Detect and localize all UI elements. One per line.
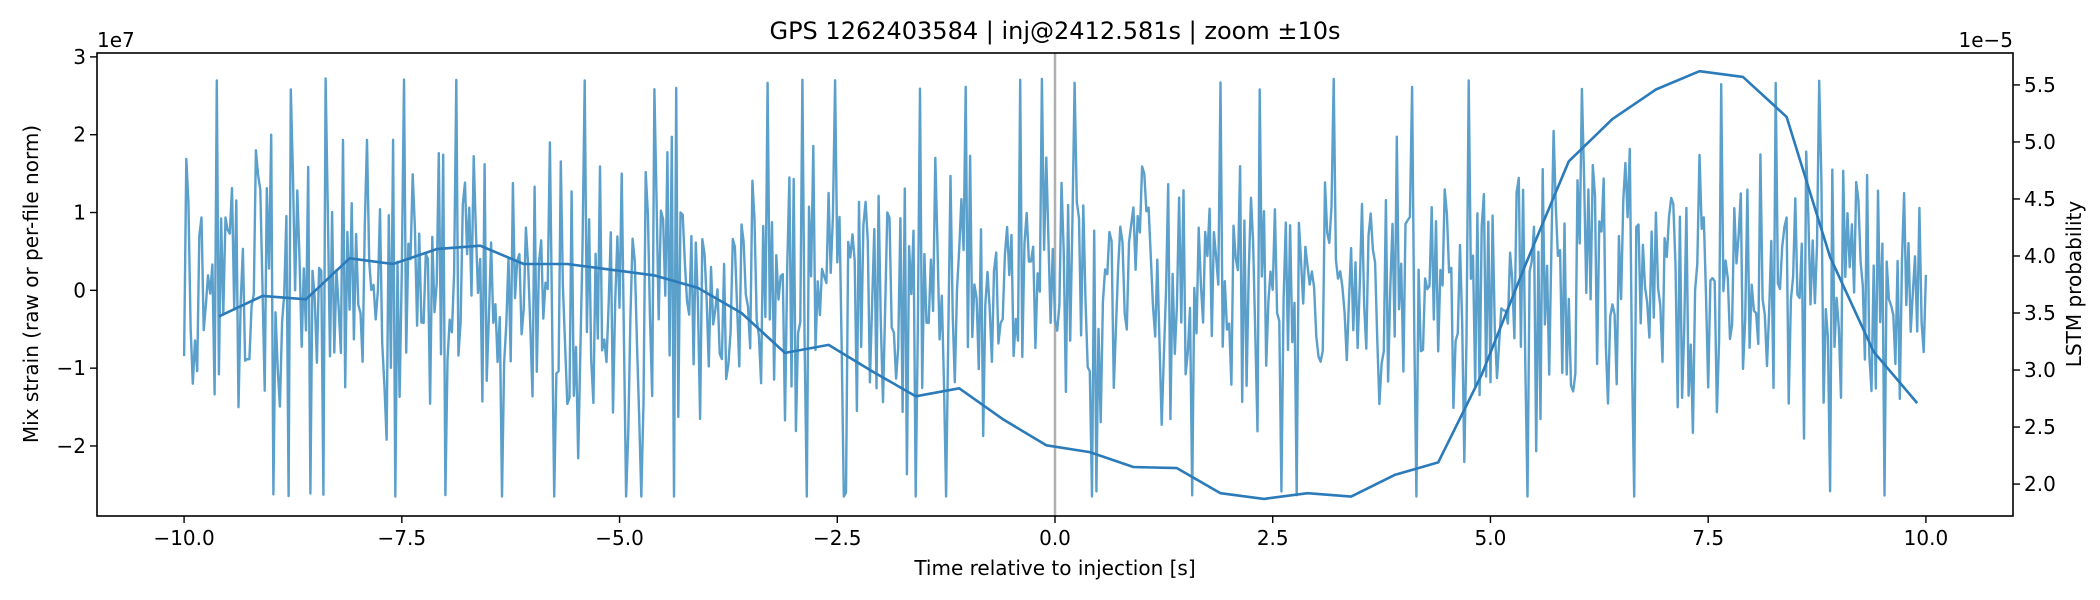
y-right-tick-label: 2.5 <box>2024 415 2056 439</box>
y-right-tick-label: 3.5 <box>2024 301 2056 325</box>
x-tick-label: −2.5 <box>813 526 862 550</box>
y-right-tick-label: 4.5 <box>2024 187 2056 211</box>
y-axis-left-title: Mix strain (raw or per-file norm) <box>19 125 43 443</box>
y-axis-right: 2.0 2.5 3.0 3.5 4.0 4.5 5.0 5.5 <box>2013 73 2056 496</box>
x-tick-label: −10.0 <box>153 526 214 550</box>
x-axis: −10.0 −7.5 −5.0 −2.5 0.0 2.5 5.0 7.5 10.0 <box>153 516 1948 550</box>
x-tick-label: 0.0 <box>1039 526 1071 550</box>
chart-title: GPS 1262403584 | inj@2412.581s | zoom ±1… <box>769 17 1340 45</box>
y-left-tick-label: 1 <box>73 201 86 225</box>
x-tick-label: −5.0 <box>595 526 644 550</box>
strain-series-line <box>182 77 1928 498</box>
y-right-tick-label: 4.0 <box>2024 244 2056 268</box>
y-right-tick-label: 5.5 <box>2024 73 2056 97</box>
x-tick-label: 2.5 <box>1257 526 1289 550</box>
x-tick-label: 7.5 <box>1692 526 1724 550</box>
x-tick-label: 10.0 <box>1904 526 1949 550</box>
y-right-tick-label: 2.0 <box>2024 472 2056 496</box>
y-left-tick-label: 2 <box>73 123 86 147</box>
y-right-tick-label: 5.0 <box>2024 130 2056 154</box>
x-tick-label: −7.5 <box>378 526 427 550</box>
x-tick-label: 5.0 <box>1475 526 1507 550</box>
y-left-tick-label: 0 <box>73 278 86 302</box>
y-axis-left: −2 −1 0 1 2 3 <box>57 45 97 458</box>
y-right-tick-label: 3.0 <box>2024 358 2056 382</box>
y-axis-right-title: LSTM probability <box>2062 201 2086 368</box>
lstm-probability-line <box>218 69 1919 501</box>
x-axis-title: Time relative to injection [s] <box>913 556 1195 580</box>
right-axis-offset-label: 1e−5 <box>1958 28 2013 52</box>
left-axis-offset-label: 1e7 <box>97 28 135 52</box>
plot-area <box>182 53 1928 516</box>
y-left-tick-label: −1 <box>57 356 86 380</box>
y-left-tick-label: 3 <box>73 45 86 69</box>
y-left-tick-label: −2 <box>57 434 86 458</box>
